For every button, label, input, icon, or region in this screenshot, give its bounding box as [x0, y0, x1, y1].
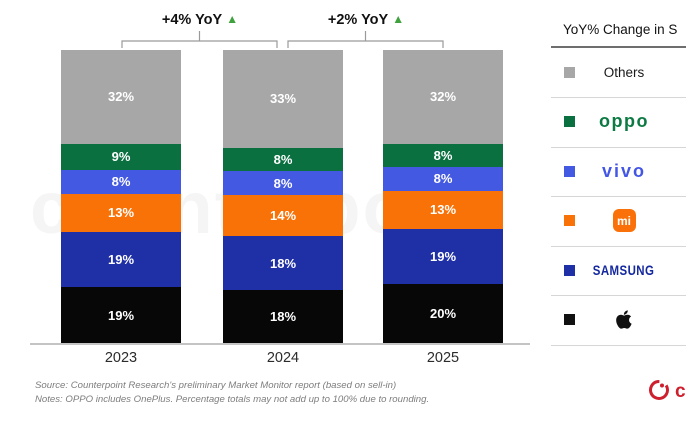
segment-value-label: 32% [429, 89, 457, 105]
segment-xiaomi-2024: 14% [223, 195, 343, 237]
segment-oppo-2025: 8% [383, 143, 503, 168]
others-swatch [564, 66, 575, 78]
samsung-logo: SAMSUNG [593, 262, 655, 279]
segment-value-label: 19% [107, 307, 135, 323]
stacked-bar-2023: 32% 9% 8% 13% 19% 19% [61, 50, 181, 343]
up-triangle-icon: ▲ [392, 12, 405, 26]
legend-title-underline [551, 46, 686, 48]
legend-item-samsung: SAMSUNG [551, 246, 686, 296]
yoy-annotation-2024-2025: +2% YoY ▲ [328, 12, 404, 28]
legend-title: YoY% Change in S [563, 22, 678, 37]
legend-item-xiaomi: mi [551, 196, 686, 247]
segment-value-label: 8% [433, 147, 453, 163]
legend-item-oppo: oppo [551, 97, 686, 148]
segment-others-2023: 32% [61, 50, 181, 144]
yoy-annotation-label: +4% YoY [161, 12, 223, 28]
segment-samsung-2024: 18% [223, 236, 343, 290]
segment-oppo-2023: 9% [61, 143, 181, 171]
svg-text:c: c [675, 381, 686, 402]
segment-value-label: 19% [429, 249, 457, 265]
segment-xiaomi-2025: 13% [383, 190, 503, 229]
samsung-swatch [564, 264, 575, 276]
x-axis-label-2024: 2024 [266, 350, 300, 366]
xiaomi-swatch [564, 215, 575, 227]
counterpoint-logo-icon: c [649, 380, 686, 402]
vivo-logo: vivo [601, 160, 647, 181]
segment-others-2025: 32% [383, 50, 503, 144]
segment-vivo-2023: 8% [61, 170, 181, 194]
segment-value-label: 33% [269, 91, 297, 107]
legend-item-vivo: vivo [551, 147, 686, 197]
oppo-swatch [564, 116, 575, 128]
segment-value-label: 13% [429, 202, 457, 218]
legend-item-apple [551, 295, 686, 346]
segment-value-label: 8% [273, 175, 293, 191]
source-note: Source: Counterpoint Research's prelimin… [35, 380, 397, 391]
yoy-annotation-label: +2% YoY [327, 12, 389, 28]
segment-value-label: 14% [269, 208, 297, 224]
segment-apple-2023: 19% [61, 287, 181, 343]
segment-value-label: 19% [107, 251, 135, 267]
segment-value-label: 18% [269, 255, 297, 271]
vivo-swatch [564, 165, 575, 177]
apple-swatch [564, 314, 575, 326]
segment-oppo-2024: 8% [223, 147, 343, 172]
apple-logo-icon [616, 310, 632, 329]
segment-xiaomi-2023: 13% [61, 193, 181, 232]
segment-value-label: 13% [107, 205, 135, 221]
xiaomi-mi-logo: mi [612, 209, 636, 233]
x-axis-line [30, 343, 530, 345]
segment-value-label: 32% [107, 89, 135, 105]
others-label: Others [603, 64, 645, 80]
bracket-lines [121, 31, 444, 48]
x-axis-label-2025: 2025 [426, 350, 460, 366]
rounding-note: Notes: OPPO includes OnePlus. Percentage… [35, 393, 430, 405]
segment-value-label: 18% [269, 308, 297, 324]
segment-samsung-2023: 19% [61, 231, 181, 288]
segment-others-2024: 33% [223, 50, 343, 148]
segment-value-label: 9% [111, 149, 131, 165]
segment-apple-2024: 18% [223, 289, 343, 343]
oppo-logo: oppo [599, 111, 649, 132]
stacked-bar-2025: 32% 8% 8% 13% 19% 20% [383, 50, 503, 343]
segment-value-label: 8% [273, 151, 293, 167]
segment-apple-2025: 20% [383, 284, 503, 343]
footnotes: Source: Counterpoint Research's prelimin… [35, 379, 429, 406]
up-triangle-icon: ▲ [226, 12, 239, 26]
segment-samsung-2025: 19% [383, 228, 503, 285]
segment-value-label: 8% [433, 171, 453, 187]
segment-vivo-2024: 8% [223, 171, 343, 195]
segment-value-label: 8% [111, 174, 131, 190]
stacked-bar-2024: 33% 8% 8% 14% 18% 18% [223, 50, 343, 343]
yoy-annotation-2023-2024: +4% YoY ▲ [162, 12, 238, 28]
segment-vivo-2025: 8% [383, 167, 503, 191]
segment-value-label: 20% [429, 306, 457, 322]
legend-item-others: Others [551, 48, 686, 98]
x-axis-label-2023: 2023 [104, 350, 138, 366]
